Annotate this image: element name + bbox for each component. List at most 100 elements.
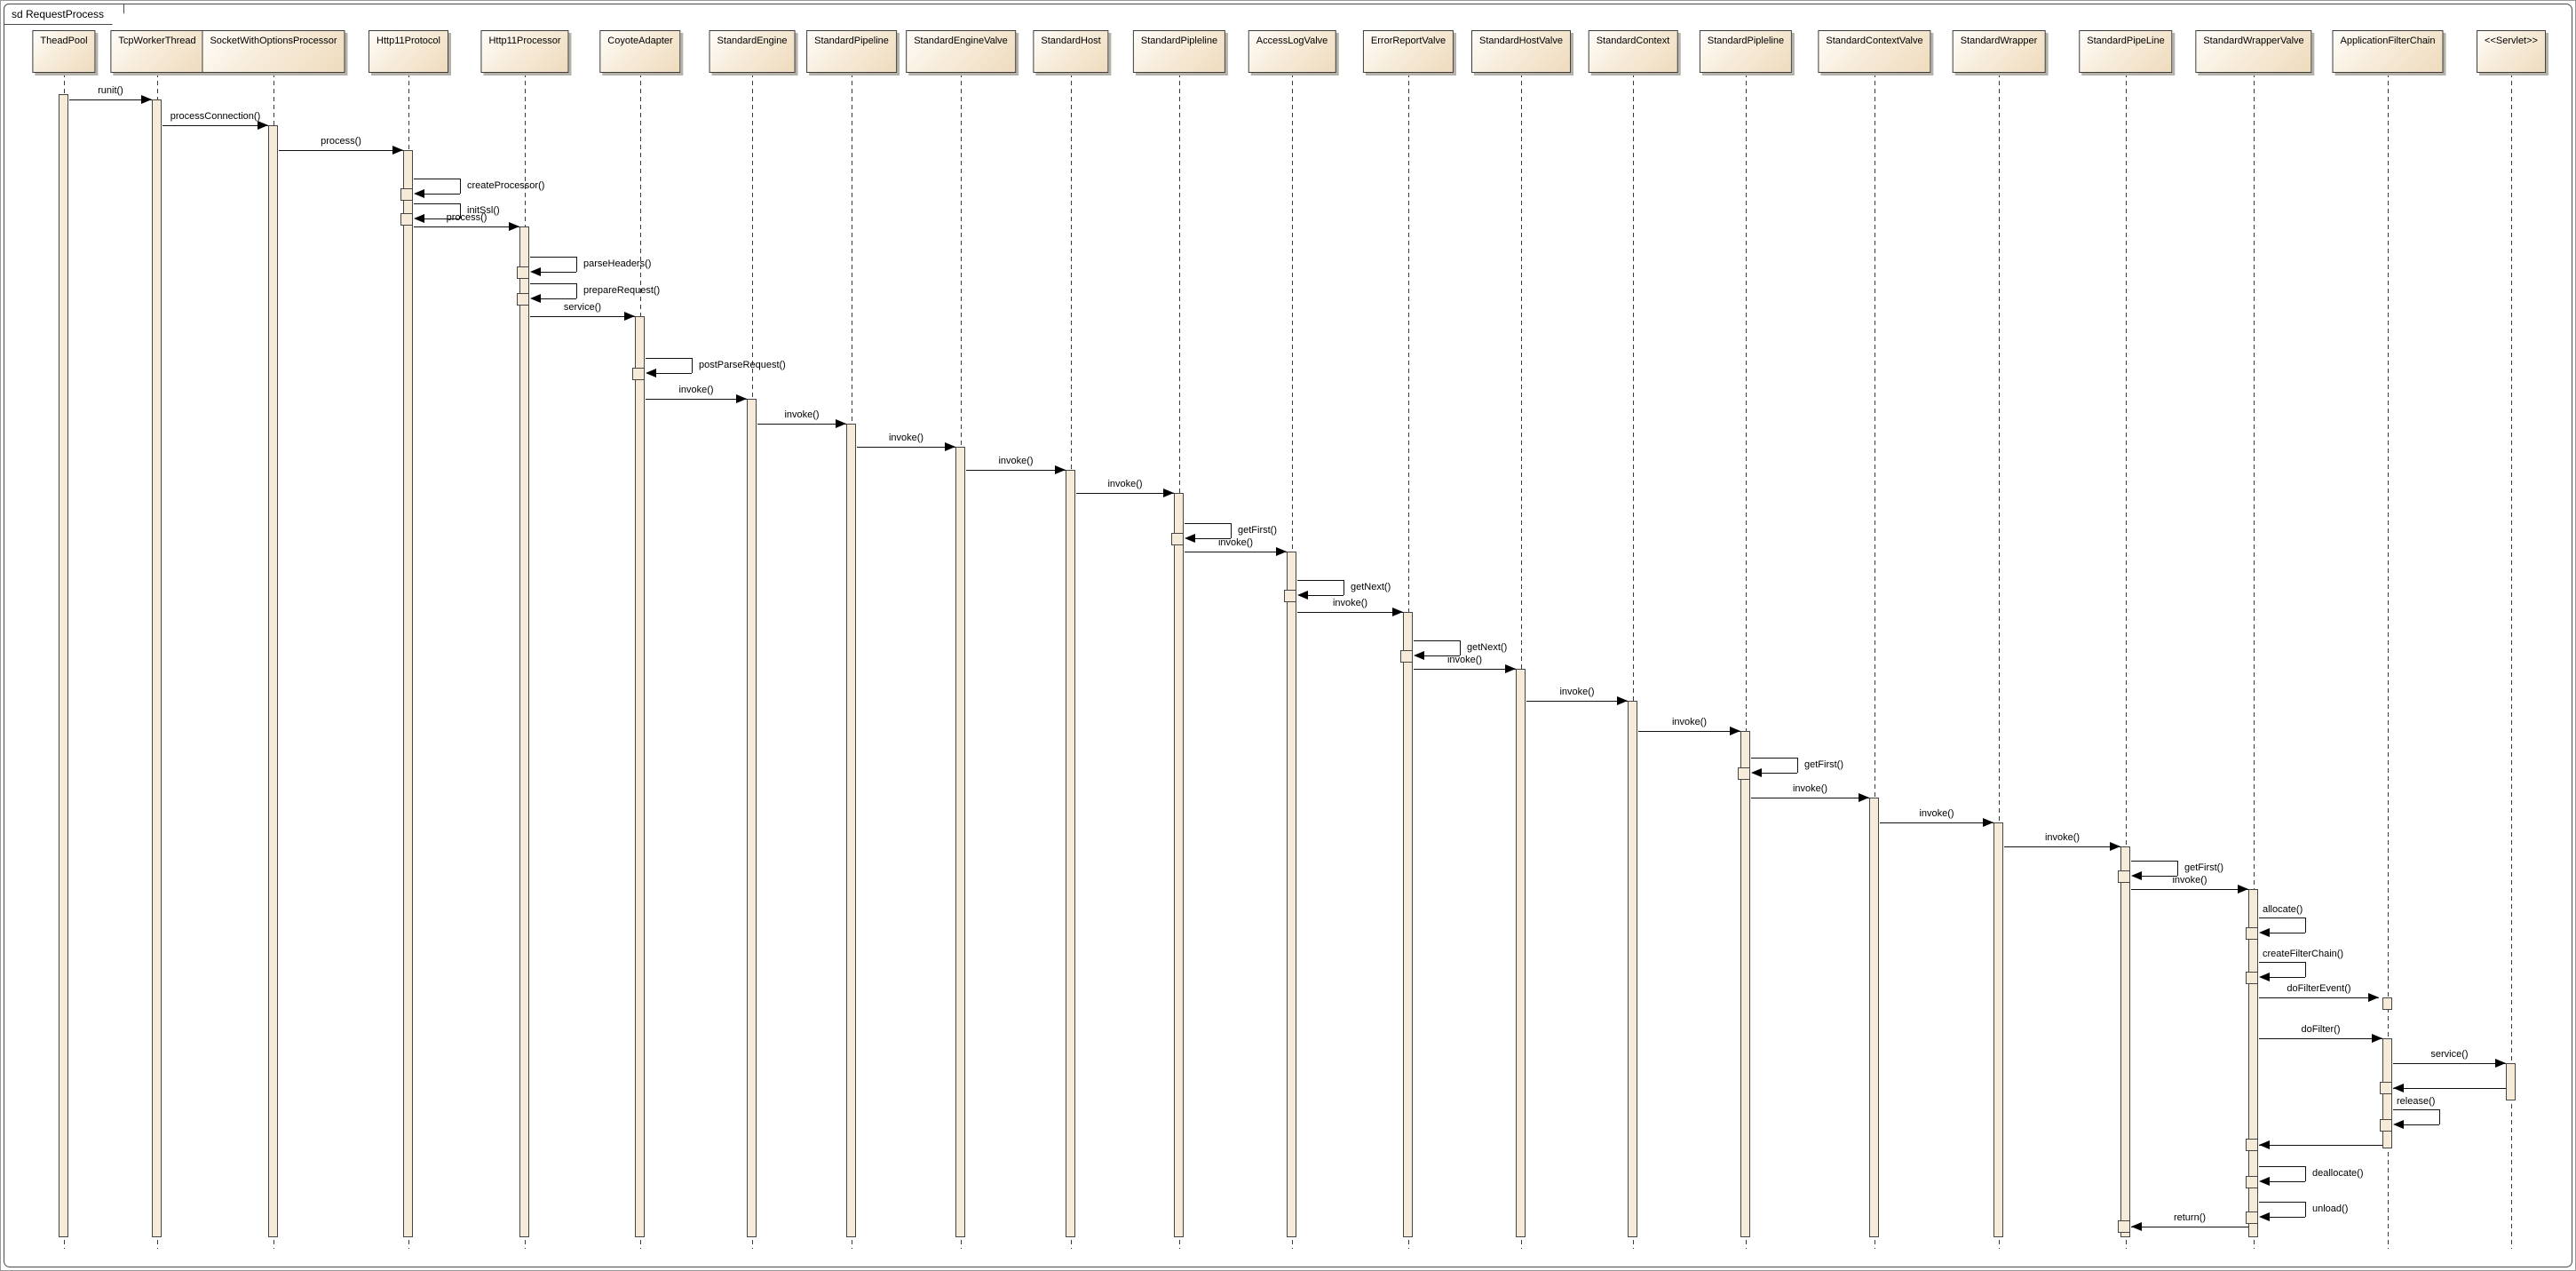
arrowhead-left-icon bbox=[1297, 591, 1308, 600]
self-call-activation bbox=[632, 368, 645, 380]
arrowhead-left-icon bbox=[1414, 651, 1424, 660]
self-call-activation bbox=[1738, 767, 1750, 780]
message-line bbox=[1638, 731, 1740, 732]
self-call-line bbox=[1460, 640, 1461, 655]
message-label: createProcessor() bbox=[467, 180, 545, 191]
self-call-line bbox=[2177, 861, 2178, 876]
message-label: invoke() bbox=[998, 456, 1034, 466]
message-label: deallocate() bbox=[2312, 1168, 2364, 1179]
arrowhead-right-icon bbox=[392, 146, 403, 155]
self-call-line bbox=[692, 358, 693, 373]
arrowhead-left-icon bbox=[2393, 1120, 2404, 1129]
arrowhead-right-icon bbox=[2238, 885, 2248, 894]
arrowhead-right-icon bbox=[1163, 489, 1174, 497]
arrowhead-right-icon bbox=[1859, 793, 1869, 802]
activation-bar bbox=[1066, 470, 1075, 1237]
arrowhead-right-icon bbox=[2495, 1059, 2506, 1068]
message-line bbox=[966, 470, 1066, 471]
activation-bar bbox=[1993, 822, 2003, 1237]
participant-box: ErrorReportValve bbox=[1362, 30, 1454, 73]
self-call-line bbox=[1751, 758, 1797, 759]
arrowhead-left-icon bbox=[2393, 1084, 2404, 1092]
self-call-line bbox=[530, 257, 576, 258]
message-label: invoke() bbox=[1107, 479, 1143, 489]
message-line bbox=[279, 150, 403, 151]
message-label: getFirst() bbox=[2184, 862, 2223, 873]
self-call-activation bbox=[1171, 533, 1184, 545]
participant-box: TheadPool bbox=[32, 30, 96, 73]
message-label: createFilterChain() bbox=[2263, 949, 2344, 959]
lifeline bbox=[1521, 73, 1522, 1249]
message-label: invoke() bbox=[1919, 808, 1954, 819]
self-call-line bbox=[2259, 962, 2305, 963]
message-label: invoke() bbox=[1447, 655, 1483, 665]
self-call-line bbox=[656, 373, 692, 374]
arrowhead-left-icon bbox=[2259, 973, 2270, 981]
self-call-line bbox=[424, 218, 460, 219]
message-label: invoke() bbox=[784, 409, 820, 420]
message-line bbox=[1880, 822, 1993, 823]
self-call-line bbox=[1297, 580, 1343, 581]
participant-box: StandardWrapper bbox=[1952, 30, 2046, 73]
arrowhead-right-icon bbox=[258, 121, 268, 130]
activation-bar bbox=[2506, 1063, 2516, 1100]
participant-box: StandardContext bbox=[1588, 30, 1678, 73]
self-call-line bbox=[1797, 758, 1798, 773]
self-call-line bbox=[1185, 523, 1231, 524]
arrowhead-right-icon bbox=[1392, 608, 1403, 616]
activation-bar bbox=[2382, 997, 2392, 1010]
lifeline bbox=[2388, 73, 2389, 1249]
arrowhead-right-icon bbox=[141, 95, 152, 104]
return-line bbox=[2259, 1145, 2382, 1146]
participant-box: CoyoteAdapter bbox=[599, 30, 681, 73]
message-label: getFirst() bbox=[1238, 525, 1277, 536]
message-label: invoke() bbox=[1332, 598, 1368, 608]
participant-box: Http11Protocol bbox=[369, 30, 448, 73]
arrowhead-left-icon bbox=[414, 189, 424, 198]
message-label: unload() bbox=[2312, 1203, 2349, 1214]
self-call-line bbox=[424, 194, 460, 195]
message-label: prepareRequest() bbox=[583, 285, 661, 296]
self-call-line bbox=[2259, 1202, 2305, 1203]
diagram-frame bbox=[4, 4, 2572, 1267]
arrowhead-left-icon bbox=[530, 267, 541, 276]
self-call-activation bbox=[2246, 1211, 2258, 1224]
participant-box: Http11Processor bbox=[480, 30, 569, 73]
message-line bbox=[2004, 846, 2120, 847]
message-label: invoke() bbox=[678, 385, 714, 395]
self-call-line bbox=[460, 179, 461, 194]
lifeline bbox=[2254, 73, 2255, 1249]
participant-box: StandardWrapperValve bbox=[2195, 30, 2312, 73]
message-label: getNext() bbox=[1351, 582, 1391, 592]
self-call-line bbox=[2270, 1181, 2305, 1182]
self-call-line bbox=[2305, 918, 2306, 933]
activation-bar bbox=[519, 226, 529, 1237]
arrowhead-right-icon bbox=[1276, 547, 1287, 556]
message-label: invoke() bbox=[1792, 783, 1828, 794]
self-call-line bbox=[1424, 655, 1460, 656]
self-call-line bbox=[2393, 1109, 2439, 1110]
self-call-activation bbox=[2380, 1119, 2392, 1132]
lifeline bbox=[1746, 73, 1747, 1249]
message-label: invoke() bbox=[1671, 717, 1708, 727]
message-label: runit() bbox=[98, 85, 123, 96]
self-call-activation bbox=[400, 188, 413, 201]
activation-bar bbox=[152, 99, 162, 1237]
activation-bar bbox=[59, 94, 68, 1237]
participant-box: StandardHost bbox=[1033, 30, 1109, 73]
message-line bbox=[414, 226, 519, 227]
message-label: release() bbox=[2397, 1096, 2436, 1107]
self-call-line bbox=[414, 203, 460, 204]
self-call-line bbox=[2270, 1217, 2305, 1218]
activation-bar bbox=[1740, 731, 1750, 1237]
self-call-line bbox=[541, 298, 576, 299]
self-call-line bbox=[1195, 538, 1231, 539]
self-call-activation bbox=[2246, 1176, 2258, 1188]
message-label: invoke() bbox=[2044, 832, 2081, 843]
message-line bbox=[2259, 997, 2379, 998]
message-line bbox=[1526, 701, 1628, 702]
participant-box: <<Servlet>> bbox=[2477, 30, 2546, 73]
message-label: doFilterEvent() bbox=[2287, 983, 2351, 994]
activation-bar bbox=[2248, 889, 2258, 1237]
